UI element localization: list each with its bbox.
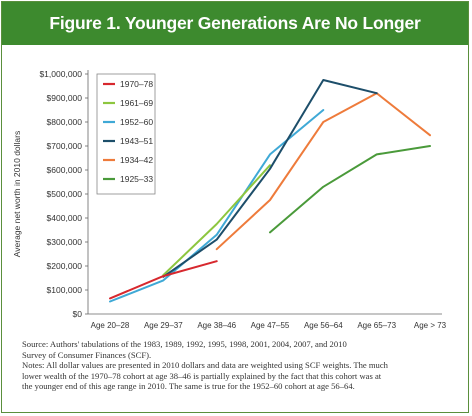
legend-label: 1952–60 [120, 117, 153, 127]
figure-title: Figure 1. Younger Generations Are No Lon… [2, 2, 468, 76]
y-tick-label: $400,000 [47, 213, 83, 223]
x-tick-label: Age > 73 [414, 321, 447, 330]
y-tick-label: $200,000 [47, 261, 83, 271]
legend-label: 1925–33 [120, 174, 153, 184]
x-axis: Age 20–28 Age 29–37 Age 38–46 Age 47–55 Age … [88, 313, 447, 330]
legend: 1970–78 1961–69 1952–60 1943–51 1934–42 1925–… [96, 73, 156, 195]
y-tick-label: $800,000 [47, 117, 83, 127]
line-chart: $0 $100,000 $200,000 $300,000 $400,000 $500,0… [12, 69, 447, 330]
legend-label: 1970–78 [120, 79, 153, 89]
notes-line: lower wealth of the 1970–78 cohort at ag… [22, 370, 382, 381]
x-tick-label: Age 29–37 [144, 321, 183, 330]
x-tick-label: Age 65–73 [357, 321, 396, 330]
legend-box [96, 73, 156, 195]
source-line: Survey of Consumer Finances (SCF). [22, 349, 152, 360]
y-tick-label: $500,000 [47, 189, 83, 199]
y-tick-label: $700,000 [47, 141, 83, 151]
source-line: Source: Authors' tabulations of the 1983… [22, 339, 347, 349]
x-tick-label: Age 38–46 [197, 321, 236, 330]
series-line-1925–33 [269, 145, 431, 234]
x-tick-label: Age 20–28 [91, 321, 130, 330]
series-line-1961–69 [162, 164, 271, 277]
series-lines [109, 79, 431, 303]
series-line-1943–51 [162, 79, 378, 278]
notes-line: Notes: All dollar values are presented i… [22, 360, 388, 371]
y-tick-label: $0 [73, 309, 83, 319]
y-tick-label: $900,000 [47, 93, 83, 103]
series-line-1934–42 [215, 92, 431, 251]
x-tick-label: Age 47–55 [251, 321, 290, 330]
x-tick-label: Age 56–64 [304, 321, 343, 330]
notes-block: Source: Authors' tabulations of the 1983… [22, 339, 462, 392]
legend-label: 1943–51 [120, 136, 153, 146]
notes-line: the younger end of this age range in 201… [22, 381, 355, 392]
series-line-1970–78 [109, 260, 218, 300]
legend-label: 1961–69 [120, 98, 153, 108]
y-axis: $0 $100,000 $200,000 $300,000 $400,000 $500,0… [39, 69, 89, 319]
y-axis-label: Average net worth in 2010 dollars [12, 131, 22, 257]
legend-label: 1934–42 [120, 155, 153, 165]
y-tick-label: $1,000,000 [39, 69, 82, 79]
y-tick-label: $600,000 [47, 165, 83, 175]
y-tick-label: $100,000 [47, 285, 83, 295]
y-tick-label: $300,000 [47, 237, 83, 247]
